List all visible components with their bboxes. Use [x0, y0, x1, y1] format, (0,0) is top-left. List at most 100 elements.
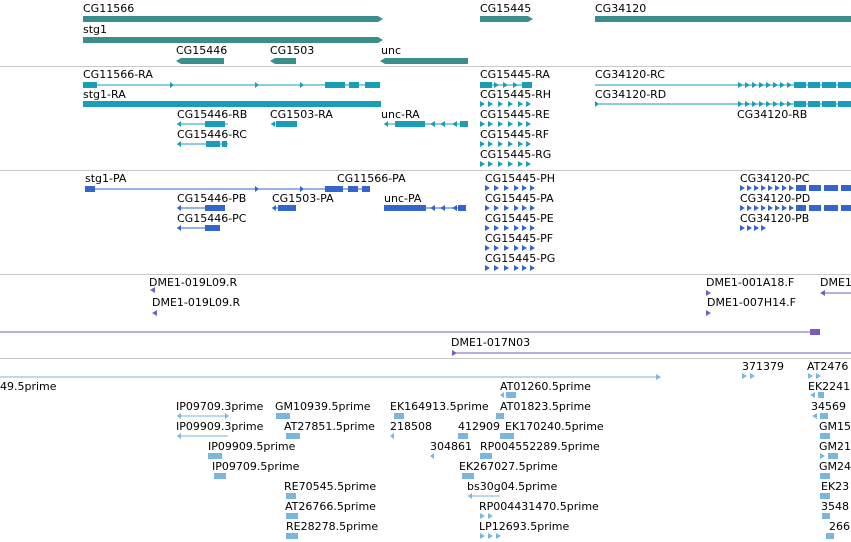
- est-feature[interactable]: [286, 513, 298, 519]
- est-feature[interactable]: [742, 373, 755, 379]
- protein-CG15446-PB[interactable]: [177, 205, 225, 211]
- transcript-CG15445-RE[interactable]: [480, 121, 531, 127]
- est-label[interactable]: RP004431470.5prime: [479, 500, 599, 513]
- est-feature[interactable]: [810, 392, 824, 398]
- est-feature[interactable]: [208, 453, 222, 459]
- transcript-CG15445-RG[interactable]: [480, 161, 531, 167]
- est-feature[interactable]: [286, 533, 298, 539]
- protein-CG15445-PA[interactable]: [485, 205, 535, 211]
- est-label[interactable]: 371379: [742, 360, 784, 373]
- transcript-label[interactable]: stg1-RA: [83, 88, 126, 101]
- gene-bar-CG15445[interactable]: [480, 16, 533, 22]
- transcript-CG15446-RB[interactable]: [177, 121, 228, 127]
- est-label[interactable]: AT26766.5prime: [285, 500, 376, 513]
- est-feature[interactable]: [480, 533, 501, 539]
- est-label[interactable]: GM24: [819, 460, 851, 473]
- est-label[interactable]: IP09709.5prime: [212, 460, 300, 473]
- est-label[interactable]: AT27851.5prime: [284, 420, 375, 433]
- est-label[interactable]: IP09909.5prime: [208, 440, 296, 453]
- est-feature[interactable]: [820, 433, 830, 439]
- clone-label[interactable]: DME1-001A18.F: [706, 276, 795, 289]
- transcript-CG34120-RD[interactable]: [595, 101, 851, 107]
- est-feature[interactable]: [286, 433, 300, 439]
- protein-label[interactable]: CG15445-PF: [485, 232, 554, 245]
- protein-label[interactable]: CG15445-PG: [485, 252, 556, 265]
- protein-label[interactable]: CG34120-PB: [740, 212, 810, 225]
- est-feature[interactable]: [500, 433, 514, 439]
- protein-label[interactable]: CG15445-PE: [485, 212, 554, 225]
- clone-span-line[interactable]: [0, 329, 820, 335]
- protein-label[interactable]: CG34120-PD: [740, 192, 811, 205]
- est-label[interactable]: GM10939.5prime: [275, 400, 371, 413]
- est-feature[interactable]: [826, 533, 834, 539]
- est-feature[interactable]: [462, 473, 474, 479]
- est-label[interactable]: 3548: [821, 500, 849, 513]
- est-label[interactable]: RP004552289.5prime: [480, 440, 600, 453]
- gene-label[interactable]: CG1503: [270, 44, 315, 57]
- clone-label[interactable]: DME1: [820, 276, 851, 289]
- est-feature[interactable]: [480, 513, 493, 519]
- est-label[interactable]: LP12693.5prime: [479, 520, 570, 533]
- est-feature[interactable]: [480, 453, 492, 459]
- est-feature[interactable]: [500, 392, 516, 398]
- est-label[interactable]: 218508: [390, 420, 432, 433]
- est-feature[interactable]: [496, 413, 504, 419]
- protein-unc-PA[interactable]: [384, 205, 466, 211]
- gene-bar-CG11566[interactable]: [83, 16, 383, 22]
- protein-CG34120-PC[interactable]: [740, 185, 851, 191]
- transcript-label[interactable]: CG15445-RE: [480, 108, 550, 121]
- est-label[interactable]: bs30g04.5prime: [467, 480, 558, 493]
- protein-CG15445-PH[interactable]: [485, 185, 535, 191]
- transcript-label[interactable]: CG15445-RH: [480, 88, 552, 101]
- clone-label[interactable]: DME1-019L09.R: [149, 276, 238, 289]
- protein-stg1-PA[interactable]: [85, 186, 370, 192]
- est-label[interactable]: EK164913.5prime: [390, 400, 489, 413]
- gene-bar-stg1[interactable]: [83, 37, 383, 43]
- protein-label[interactable]: CG15445-PH: [485, 172, 556, 185]
- est-label[interactable]: IP09709.3prime: [176, 400, 264, 413]
- protein-label[interactable]: CG15446-PC: [177, 212, 247, 225]
- protein-label[interactable]: CG1503-PA: [272, 192, 334, 205]
- gene-label[interactable]: stg1: [83, 23, 108, 36]
- est-feature[interactable]: [820, 453, 838, 459]
- est-label[interactable]: EK2241: [808, 380, 851, 393]
- est-feature[interactable]: [822, 513, 830, 519]
- gene-label[interactable]: CG34120: [595, 2, 647, 15]
- transcript-label[interactable]: CG15445-RA: [480, 68, 550, 81]
- gene-bar-unc[interactable]: [380, 58, 468, 64]
- est-label[interactable]: AT01260.5prime: [500, 380, 591, 393]
- transcript-label[interactable]: CG15446-RB: [177, 108, 248, 121]
- transcript-label[interactable]: CG15445-RG: [480, 148, 552, 161]
- est-label[interactable]: RE28278.5prime: [286, 520, 379, 533]
- protein-label[interactable]: CG15446-PB: [177, 192, 247, 205]
- est-feature[interactable]: [468, 493, 500, 499]
- transcript-label[interactable]: CG34120-RD: [595, 88, 667, 101]
- gene-label[interactable]: CG15445: [480, 2, 532, 15]
- transcript-label[interactable]: CG15446-RC: [177, 128, 247, 141]
- protein-CG15446-PC[interactable]: [177, 225, 220, 231]
- est-feature[interactable]: [390, 433, 394, 439]
- transcript-stg1-RA[interactable]: [83, 101, 381, 107]
- protein-label[interactable]: unc-PA: [384, 192, 422, 205]
- transcript-label[interactable]: CG34120-RC: [595, 68, 665, 81]
- est-feature[interactable]: [808, 373, 821, 379]
- protein-label[interactable]: CG15445-PA: [485, 192, 554, 205]
- protein-CG15445-PF[interactable]: [485, 245, 535, 251]
- est-label[interactable]: GM21: [819, 440, 851, 453]
- est-label[interactable]: RE70545.5prime: [284, 480, 377, 493]
- clone-label[interactable]: DME1-019L09.R: [152, 296, 241, 309]
- clone-end-marker[interactable]: [150, 287, 155, 293]
- est-feature[interactable]: [820, 473, 830, 479]
- clone-DME1-017N03[interactable]: [452, 350, 851, 356]
- est-label[interactable]: 49.5prime: [0, 380, 57, 393]
- transcript-label[interactable]: CG1503-RA: [270, 108, 333, 121]
- est-label[interactable]: 34569: [811, 400, 846, 413]
- protein-CG34120-PB[interactable]: [740, 225, 766, 231]
- protein-label[interactable]: CG11566-PA: [337, 172, 406, 185]
- est-feature[interactable]: [276, 413, 290, 419]
- transcript-label[interactable]: CG11566-RA: [83, 68, 153, 81]
- est-feature[interactable]: [394, 413, 404, 419]
- clone-end-marker[interactable]: [706, 290, 711, 296]
- gene-label[interactable]: CG15446: [176, 44, 228, 57]
- transcript-CG11566-RA[interactable]: [83, 82, 380, 88]
